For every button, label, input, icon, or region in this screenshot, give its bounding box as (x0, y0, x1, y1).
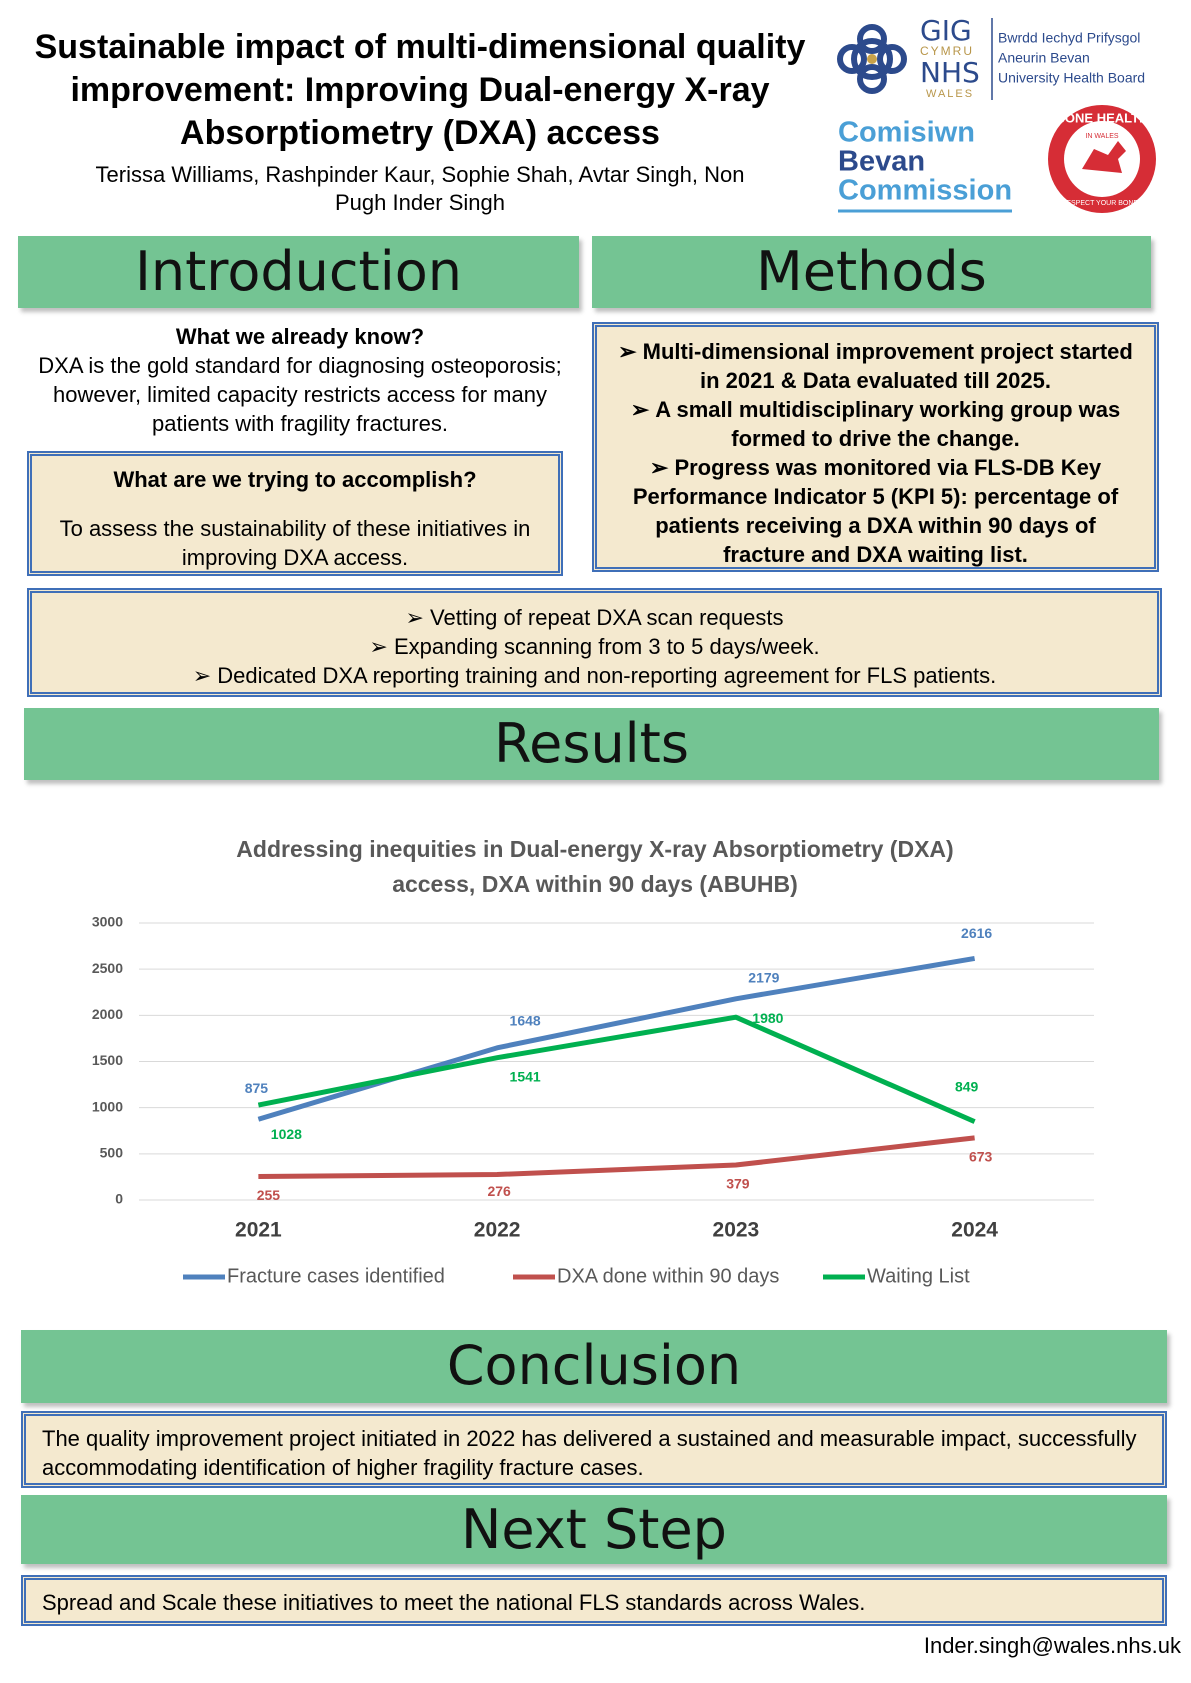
authors: Terissa Williams, Rashpinder Kaur, Sophi… (95, 162, 745, 215)
data-label: 255 (257, 1187, 281, 1203)
chart: 0 500 1000 1500 2000 2500 3000 2021 2022 2023 2024… (92, 914, 1094, 1287)
next-step-text: Spread and Scale these initiatives to me… (42, 1590, 866, 1615)
knot-center (867, 54, 877, 64)
methods-item: Multi-dimensional improvement project st… (613, 337, 1138, 395)
data-label: 875 (245, 1080, 269, 1096)
x-tick-label: 2022 (474, 1219, 521, 1242)
data-label: 2616 (961, 925, 992, 941)
data-label: 1980 (752, 1010, 783, 1026)
logo-text: IN WALES (1085, 133, 1119, 140)
logo-text: RESPECT YOUR BONES (1061, 200, 1143, 207)
legend-label: Fracture cases identified (227, 1265, 445, 1287)
interventions-box: Vetting of repeat DXA scan requests Expa… (27, 588, 1162, 697)
methods-item: Progress was monitored via FLS-DB Key Pe… (613, 453, 1138, 569)
logo-text: Bwrdd Iechyd Prifysgol (998, 30, 1140, 46)
interventions-list: Vetting of repeat DXA scan requests Expa… (48, 603, 1141, 690)
next-step-box: Spread and Scale these initiatives to me… (21, 1575, 1167, 1626)
logo-text: GIG (920, 14, 972, 47)
x-tick-label: 2021 (235, 1219, 282, 1242)
chart-title: Addressing inequities in Dual-energy X-r… (236, 836, 954, 897)
logo-text: Commission (838, 175, 1012, 207)
y-tick-label: 3000 (92, 914, 123, 930)
aim-heading: What are we trying to accomplish? (113, 467, 477, 492)
y-tick-label: 1500 (92, 1052, 123, 1068)
section-heading: Results (24, 708, 1159, 780)
section-heading: Next Step (21, 1495, 1167, 1564)
data-label: 849 (955, 1078, 979, 1094)
logo-text: WALES (926, 88, 974, 100)
header: Sustainable impact of multi-dimensional … (20, 26, 820, 217)
methods-box: Multi-dimensional improvement project st… (592, 322, 1159, 572)
y-tick-label: 2500 (92, 960, 123, 976)
data-label: 673 (969, 1149, 993, 1165)
logo-text: Comisiwn (838, 117, 975, 149)
y-tick-label: 0 (115, 1191, 123, 1207)
intro-question: What we already know? (175, 324, 425, 349)
data-label: 2179 (748, 970, 779, 986)
y-tick-label: 1000 (92, 1098, 123, 1114)
x-tick-label: 2024 (951, 1219, 998, 1242)
data-label: 1648 (510, 1013, 541, 1029)
data-line (258, 1135, 975, 1179)
contact-email: Inder.singh@wales.nhs.uk (923, 1633, 1181, 1658)
conclusion-text: The quality improvement project initiate… (42, 1426, 1137, 1480)
logo-text: University Health Board (998, 70, 1145, 86)
section-heading: Introduction (18, 236, 579, 308)
intervention-item: Expanding scanning from 3 to 5 days/week… (48, 632, 1141, 661)
y-tick-label: 2000 (92, 1006, 123, 1022)
section-heading: Methods (592, 236, 1151, 308)
logo-text: Aneurin Bevan (998, 50, 1090, 66)
y-tick-label: 500 (100, 1145, 124, 1161)
logos: GIG CYMRU NHS WALES Bwrdd Iechyd Prifysg… (837, 14, 1156, 213)
dragon (1082, 141, 1126, 173)
logo-text: BONE HEALTH (1056, 110, 1149, 125)
methods-list: Multi-dimensional improvement project st… (613, 337, 1138, 569)
logo-text: Bevan (838, 146, 925, 178)
data-label: 1541 (510, 1068, 541, 1084)
nhs-knot (837, 24, 907, 94)
data-line (257, 1014, 976, 1124)
intervention-item: Dedicated DXA reporting training and non… (48, 661, 1141, 690)
poster-title: Sustainable impact of multi-dimensional … (34, 28, 806, 152)
logo-text: CYMRU (920, 44, 974, 58)
data-label: 1028 (271, 1126, 302, 1142)
intro-text: DXA is the gold standard for diagnosing … (38, 353, 562, 436)
aim-text: To assess the sustainability of these in… (59, 516, 531, 570)
legend-label: DXA done within 90 days (557, 1265, 779, 1287)
section-heading: Conclusion (21, 1330, 1167, 1403)
legend-label: Waiting List (867, 1265, 970, 1287)
data-label: 379 (726, 1176, 750, 1192)
intervention-item: Vetting of repeat DXA scan requests (48, 603, 1141, 632)
x-tick-label: 2023 (713, 1219, 760, 1242)
logo-text: NHS (920, 56, 980, 89)
data-label: 276 (487, 1183, 511, 1199)
intro-text-block: What we already know? DXA is the gold st… (30, 322, 570, 438)
aim-box: What are we trying to accomplish? To ass… (27, 451, 563, 576)
conclusion-box: The quality improvement project initiate… (21, 1411, 1167, 1488)
methods-item: A small multidisciplinary working group … (613, 395, 1138, 453)
